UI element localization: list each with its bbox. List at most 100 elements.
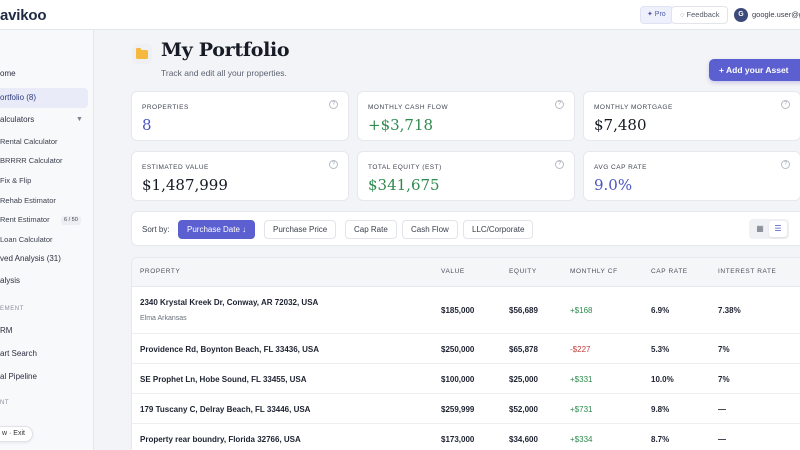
stat-value: $1,487,999 bbox=[142, 176, 228, 194]
sidebar-item-crm[interactable]: RM bbox=[0, 321, 88, 341]
sidebar-item-rental-calculator[interactable]: Rental Calculator bbox=[0, 132, 88, 152]
stat-value: 8 bbox=[142, 116, 152, 134]
property-address[interactable]: SE Prophet Ln, Hobe Sound, FL 33455, USA bbox=[140, 375, 307, 384]
property-value: $100,000 bbox=[441, 375, 475, 384]
property-interest-rate: 7% bbox=[718, 345, 730, 354]
property-cash-flow: +$731 bbox=[570, 405, 593, 414]
stat-value: +$3,718 bbox=[368, 116, 434, 134]
sidebar-item-label: RM bbox=[0, 326, 13, 335]
sidebar-item-rent-estimator[interactable]: Rent Estimator 6 / 50 bbox=[0, 210, 88, 230]
sort-llc-corporate-button[interactable]: LLC/Corporate bbox=[463, 220, 534, 239]
column-header-interest-rate[interactable]: INTEREST RATE bbox=[718, 268, 777, 275]
property-value: $173,000 bbox=[441, 435, 475, 444]
stat-card-monthly-cash-flow: MONTHLY CASH FLOW +$3,718 ? bbox=[357, 91, 575, 141]
property-value: $259,999 bbox=[441, 405, 475, 414]
sidebar-item-portfolio[interactable]: ortfolio (8) bbox=[0, 88, 88, 108]
stat-card-properties: PROPERTIES 8 ? bbox=[131, 91, 349, 141]
avatar[interactable]: G bbox=[734, 8, 748, 22]
sidebar-item-fix-flip[interactable]: Fix & Flip bbox=[0, 171, 88, 191]
table-row[interactable]: 179 Tuscany C, Delray Beach, FL 33446, U… bbox=[132, 394, 800, 424]
property-subtitle: Elma Arkansas bbox=[140, 315, 187, 322]
stat-label: PROPERTIES bbox=[142, 104, 189, 111]
stat-label: AVG CAP RATE bbox=[594, 164, 647, 171]
table-row[interactable]: Providence Rd, Boynton Beach, FL 33436, … bbox=[132, 334, 800, 364]
property-address[interactable]: 179 Tuscany C, Delray Beach, FL 33446, U… bbox=[140, 405, 311, 414]
sidebar-item-label: alculators bbox=[0, 115, 35, 124]
sidebar-item-label: Fix & Flip bbox=[0, 176, 32, 185]
table-header: PROPERTY VALUE EQUITY MONTHLY CF CAP RAT… bbox=[132, 258, 800, 287]
sidebar-item-calculators[interactable]: alculators ▼ bbox=[0, 110, 88, 130]
sidebar-item-label: al Pipeline bbox=[0, 372, 37, 381]
property-interest-rate: 7% bbox=[718, 375, 730, 384]
column-header-equity[interactable]: EQUITY bbox=[509, 268, 537, 275]
property-equity: $52,000 bbox=[509, 405, 538, 414]
stat-card-estimated-value: ESTIMATED VALUE $1,487,999 ? bbox=[131, 151, 349, 201]
sidebar-item-smart-search[interactable]: art Search bbox=[0, 344, 88, 364]
help-icon[interactable]: ? bbox=[555, 100, 564, 109]
pro-button[interactable]: ✦ Pro bbox=[640, 6, 673, 24]
help-icon[interactable]: ? bbox=[329, 100, 338, 109]
exit-preview-button[interactable]: w · Exit bbox=[0, 426, 33, 442]
list-view-icon[interactable]: ☰ bbox=[769, 221, 787, 237]
property-cash-flow: +$168 bbox=[570, 306, 593, 315]
sidebar-item-label: art Search bbox=[0, 349, 37, 358]
portfolio-table: PROPERTY VALUE EQUITY MONTHLY CF CAP RAT… bbox=[131, 257, 800, 450]
add-asset-button[interactable]: + Add your Asset bbox=[709, 59, 800, 81]
property-equity: $56,689 bbox=[509, 306, 538, 315]
help-icon[interactable]: ? bbox=[781, 160, 790, 169]
app-logo[interactable]: avikoo bbox=[0, 7, 47, 24]
sidebar-item-rehab-estimator[interactable]: Rehab Estimator bbox=[0, 191, 88, 211]
property-address[interactable]: Property rear boundry, Florida 32766, US… bbox=[140, 435, 301, 444]
property-equity: $34,600 bbox=[509, 435, 538, 444]
column-header-property[interactable]: PROPERTY bbox=[140, 268, 181, 275]
column-header-monthly-cf[interactable]: MONTHLY CF bbox=[570, 268, 618, 275]
help-icon[interactable]: ? bbox=[329, 160, 338, 169]
sidebar-item-label: Loan Calculator bbox=[0, 235, 53, 244]
folder-icon bbox=[132, 44, 152, 64]
stat-value: $341,675 bbox=[368, 176, 440, 194]
sidebar-item-deal-pipeline[interactable]: al Pipeline bbox=[0, 367, 88, 387]
sidebar-section-heading: EMENT bbox=[0, 306, 24, 312]
sidebar-item-label: Rental Calculator bbox=[0, 137, 58, 146]
property-address[interactable]: Providence Rd, Boynton Beach, FL 33436, … bbox=[140, 345, 320, 354]
property-interest-rate: — bbox=[718, 405, 726, 414]
column-header-cap-rate[interactable]: CAP RATE bbox=[651, 268, 688, 275]
table-row[interactable]: 2340 Krystal Kreek Dr, Conway, AR 72032,… bbox=[132, 288, 800, 334]
property-equity: $65,878 bbox=[509, 345, 538, 354]
sidebar: ome ortfolio (8) alculators ▼ Rental Calc… bbox=[0, 30, 94, 450]
stat-label: TOTAL EQUITY (EST) bbox=[368, 164, 442, 171]
stat-value: 9.0% bbox=[594, 176, 633, 194]
sort-bar: Sort by: Purchase Date ↓ Purchase Price … bbox=[131, 211, 800, 246]
property-cap-rate: 9.8% bbox=[651, 405, 670, 414]
table-row[interactable]: Property rear boundry, Florida 32766, US… bbox=[132, 424, 800, 450]
sidebar-item-home[interactable]: ome bbox=[0, 64, 88, 84]
sidebar-item-loan-calculator[interactable]: Loan Calculator bbox=[0, 230, 88, 250]
sort-cap-rate-button[interactable]: Cap Rate bbox=[345, 220, 397, 239]
sort-purchase-price-button[interactable]: Purchase Price bbox=[264, 220, 337, 239]
sort-purchase-date-button[interactable]: Purchase Date ↓ bbox=[178, 220, 256, 239]
stat-value: $7,480 bbox=[594, 116, 647, 134]
property-equity: $25,000 bbox=[509, 375, 538, 384]
sort-cash-flow-button[interactable]: Cash Flow bbox=[402, 220, 458, 239]
column-header-value[interactable]: VALUE bbox=[441, 268, 465, 275]
sidebar-item-saved-analysis[interactable]: ved Analysis (31) bbox=[0, 249, 88, 269]
help-icon[interactable]: ? bbox=[555, 160, 564, 169]
sidebar-item-analysis[interactable]: alysis bbox=[0, 271, 88, 291]
property-cap-rate: 6.9% bbox=[651, 306, 670, 315]
user-email[interactable]: google.user@g bbox=[752, 10, 800, 19]
property-value: $250,000 bbox=[441, 345, 475, 354]
top-bar: avikoo ✦ Pro ◌ Feedback G google.user@g bbox=[0, 0, 800, 30]
property-interest-rate: — bbox=[718, 435, 726, 444]
stat-label: MONTHLY MORTGAGE bbox=[594, 104, 673, 111]
page-title: My Portfolio bbox=[161, 39, 290, 61]
sidebar-item-label: Rent Estimator bbox=[0, 215, 50, 224]
property-cap-rate: 8.7% bbox=[651, 435, 670, 444]
property-cash-flow: -$227 bbox=[570, 345, 591, 354]
sidebar-item-brrrr-calculator[interactable]: BRRRR Calculator bbox=[0, 151, 88, 171]
property-address[interactable]: 2340 Krystal Kreek Dr, Conway, AR 72032,… bbox=[140, 298, 319, 307]
usage-badge: 6 / 50 bbox=[61, 216, 81, 225]
help-icon[interactable]: ? bbox=[781, 100, 790, 109]
grid-view-icon[interactable]: ▦ bbox=[756, 224, 764, 233]
feedback-button[interactable]: ◌ Feedback bbox=[671, 6, 729, 24]
table-row[interactable]: SE Prophet Ln, Hobe Sound, FL 33455, USA… bbox=[132, 364, 800, 394]
